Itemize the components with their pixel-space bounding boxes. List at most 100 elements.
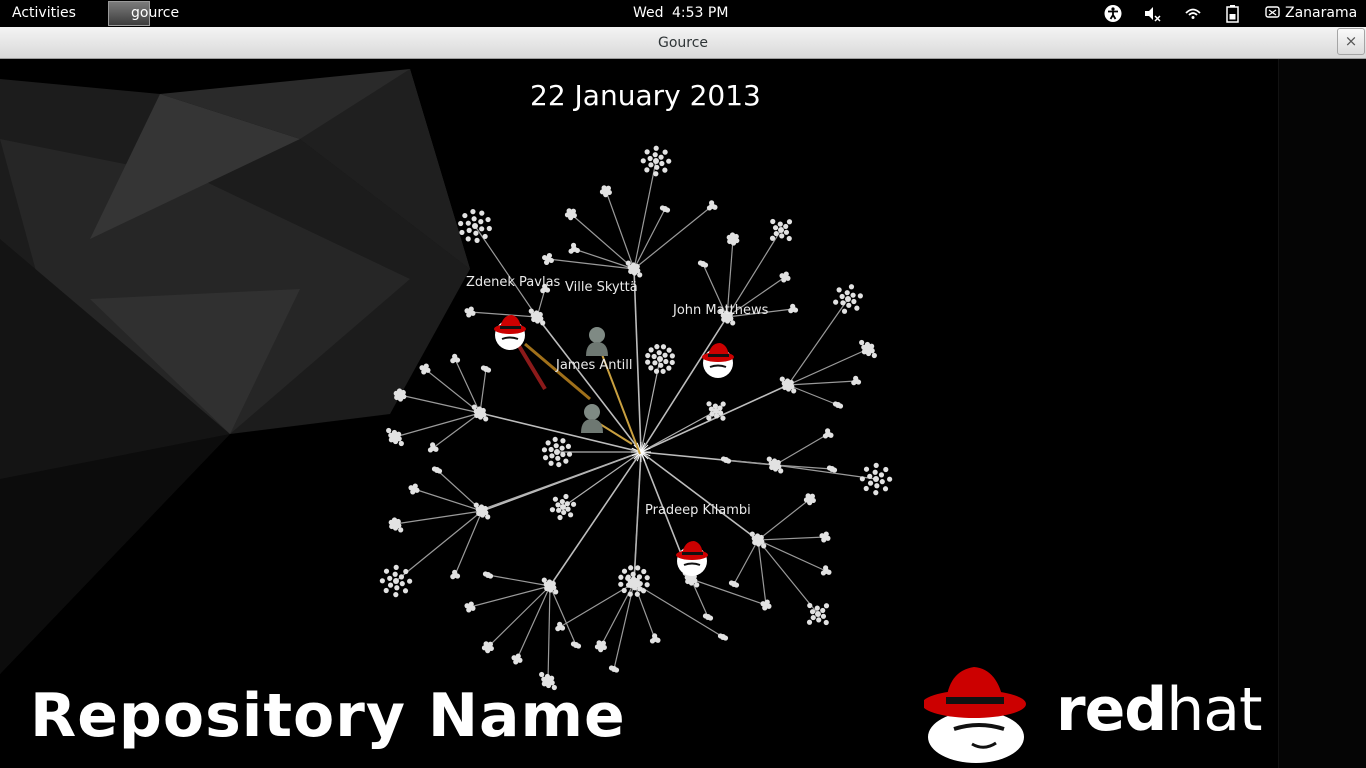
file-node — [814, 605, 820, 611]
file-node — [656, 350, 662, 356]
file-node — [714, 413, 720, 419]
file-node — [574, 247, 580, 254]
file-node — [871, 352, 877, 359]
file-node — [781, 277, 787, 283]
volume-muted-icon[interactable] — [1143, 4, 1163, 23]
network-icon[interactable] — [1183, 4, 1203, 23]
gource-canvas[interactable]: 22 January 2013 Zdenek Pavlas Ville Skyt… — [0, 59, 1366, 768]
file-node — [846, 302, 852, 308]
file-node — [565, 443, 572, 449]
file-node — [464, 603, 470, 609]
file-node — [548, 460, 554, 466]
file-node — [542, 455, 549, 461]
clock-day[interactable]: Wed — [633, 5, 664, 21]
file-node — [779, 233, 785, 239]
battery-icon[interactable] — [1223, 4, 1243, 23]
file-node — [541, 681, 547, 687]
file-node — [544, 585, 550, 592]
user-label-ville: Ville Skyttä — [565, 280, 638, 295]
file-node — [649, 638, 656, 644]
file-node — [867, 480, 874, 486]
file-node — [727, 311, 733, 318]
activities-button[interactable]: Activities — [12, 5, 76, 21]
file-node — [485, 514, 491, 520]
file-node — [662, 149, 668, 155]
tree-edge — [690, 578, 709, 618]
file-node — [820, 570, 827, 576]
file-node — [541, 676, 547, 682]
file-node — [436, 468, 443, 474]
file-node — [476, 510, 482, 517]
file-node — [542, 254, 548, 261]
file-node — [662, 352, 668, 358]
file-node — [663, 358, 669, 365]
file-node — [544, 673, 551, 680]
redhat-avatar-icon — [702, 343, 734, 378]
file-node — [647, 155, 653, 162]
file-node — [560, 451, 566, 458]
file-node — [570, 208, 576, 214]
file-node — [479, 226, 485, 232]
file-node — [850, 292, 856, 298]
user-name: Zanarama — [1285, 5, 1358, 21]
tree-edge — [536, 316, 642, 453]
file-node — [823, 531, 829, 537]
accessibility-icon[interactable] — [1103, 4, 1123, 23]
tree-edge — [524, 342, 591, 401]
file-node — [634, 591, 640, 597]
file-node — [653, 368, 660, 374]
file-node — [511, 655, 517, 661]
file-node — [788, 308, 794, 314]
file-node — [528, 308, 534, 314]
file-node — [425, 367, 431, 373]
file-node — [383, 568, 390, 574]
file-node — [857, 293, 863, 299]
file-node — [878, 472, 885, 478]
file-node — [559, 445, 565, 451]
file-node — [733, 582, 740, 588]
file-node — [709, 411, 715, 417]
user-label-james: James Antill — [556, 358, 633, 373]
file-node — [864, 341, 871, 348]
tree-edge — [640, 451, 649, 460]
file-node — [640, 588, 647, 594]
tree-edge — [633, 268, 642, 453]
file-node — [873, 462, 879, 468]
file-tree-edges — [394, 160, 877, 682]
file-node — [537, 311, 543, 318]
file-node — [632, 585, 638, 591]
window-titlebar[interactable]: Gource × — [0, 27, 1366, 59]
file-node — [470, 605, 476, 611]
date-label: 22 January 2013 — [530, 79, 761, 112]
file-node — [867, 473, 873, 479]
file-node — [515, 653, 521, 659]
file-node — [805, 493, 811, 499]
redhat-wordmark: redhat — [1056, 675, 1263, 745]
clock-time[interactable]: 4:53 PM — [672, 5, 729, 21]
file-node — [779, 273, 785, 279]
close-button[interactable]: × — [1337, 28, 1365, 55]
file-node — [831, 467, 838, 473]
file-node — [645, 352, 651, 359]
file-node — [658, 154, 664, 160]
tree-edge — [774, 464, 877, 480]
file-node — [541, 577, 547, 583]
top-bar: Activities gource Wed 4:53 PM Zanarama — [0, 0, 1366, 27]
file-node — [752, 539, 758, 546]
file-node — [599, 189, 606, 195]
tree-edge — [605, 190, 635, 270]
file-node — [466, 607, 472, 613]
file-node — [655, 637, 661, 643]
file-node — [792, 307, 799, 313]
tree-edge — [726, 308, 794, 318]
file-node — [546, 253, 553, 259]
file-node — [513, 659, 519, 665]
file-node — [561, 509, 567, 516]
file-node — [809, 493, 815, 499]
file-node — [479, 210, 485, 216]
file-node — [553, 589, 559, 595]
file-node — [625, 260, 631, 266]
file-node — [630, 571, 636, 577]
tree-edge — [413, 488, 483, 512]
file-node — [450, 574, 456, 580]
